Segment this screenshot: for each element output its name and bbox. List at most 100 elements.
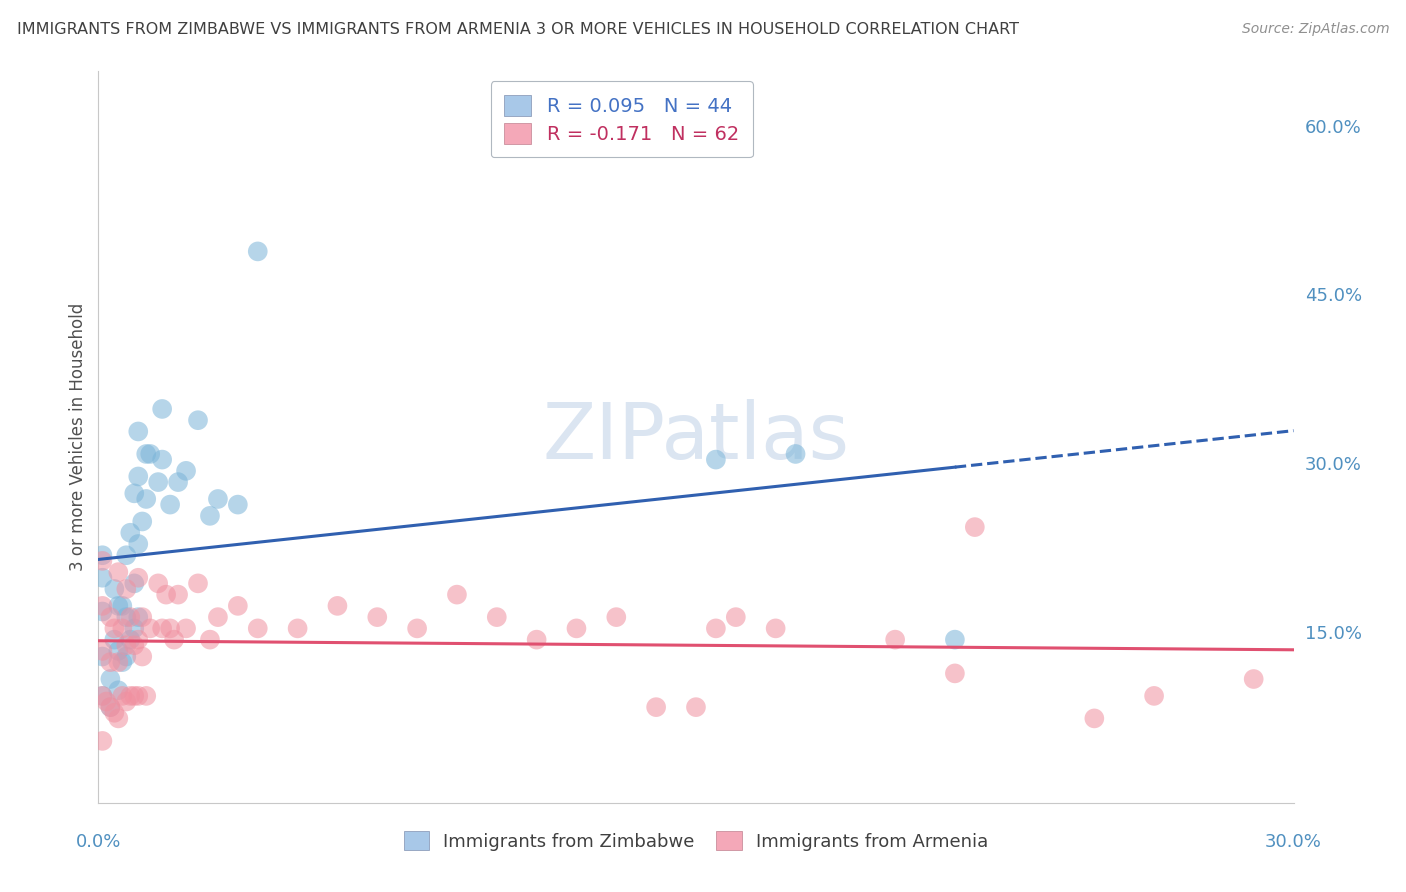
Point (107, 683, 129, 698)
Point (115, 582, 138, 596)
Point (685, 700, 707, 714)
Point (115, 649, 138, 664)
Point (127, 469, 149, 483)
Point (124, 576, 146, 591)
Point (226, 498, 249, 512)
Text: IMMIGRANTS FROM ZIMBABWE VS IMMIGRANTS FROM ARMENIA 3 OR MORE VEHICLES IN HOUSEH: IMMIGRANTS FROM ZIMBABWE VS IMMIGRANTS F… (17, 22, 1019, 37)
Point (91, 548, 114, 562)
Point (107, 644, 129, 658)
Point (148, 475, 170, 489)
Point (107, 711, 129, 725)
Point (148, 576, 170, 591)
Point (159, 498, 181, 512)
Text: 30.0%: 30.0% (1305, 456, 1361, 475)
Point (198, 632, 221, 647)
Point (91, 649, 114, 664)
Point (115, 548, 138, 562)
Point (366, 610, 388, 624)
Point (124, 689, 146, 703)
Point (127, 632, 149, 647)
Point (1143, 689, 1166, 703)
Point (103, 706, 125, 720)
Point (91, 599, 114, 613)
Text: 15.0%: 15.0% (1305, 625, 1361, 643)
Point (167, 588, 190, 602)
Text: ZIPatlas: ZIPatlas (543, 399, 849, 475)
Point (107, 565, 129, 579)
Point (120, 689, 142, 703)
Point (150, 401, 173, 416)
Point (115, 610, 138, 624)
Point (704, 452, 727, 467)
Point (91, 689, 114, 703)
Point (135, 447, 157, 461)
Point (124, 486, 146, 500)
Point (131, 610, 153, 624)
Point (98, 655, 122, 669)
Point (91, 605, 114, 619)
Point (785, 447, 807, 461)
Point (1243, 672, 1265, 686)
Point (226, 599, 249, 613)
Point (605, 610, 627, 624)
Point (111, 621, 134, 635)
Point (139, 447, 162, 461)
Point (98, 700, 122, 714)
Text: 0.0%: 0.0% (76, 833, 121, 851)
Point (287, 621, 309, 635)
Point (91, 734, 114, 748)
Point (127, 571, 149, 585)
Point (207, 491, 229, 506)
Point (131, 515, 153, 529)
Point (91, 554, 114, 568)
Point (98, 700, 122, 714)
Text: 30.0%: 30.0% (1265, 833, 1322, 851)
Point (98, 672, 122, 686)
Point (246, 244, 269, 259)
Point (704, 621, 727, 635)
Point (103, 621, 125, 635)
Point (963, 520, 986, 534)
Y-axis label: 3 or more Vehicles in Household: 3 or more Vehicles in Household (69, 303, 87, 571)
Point (884, 632, 907, 647)
Point (115, 638, 138, 652)
Point (167, 475, 190, 489)
Point (115, 694, 138, 708)
Point (124, 621, 146, 635)
Point (1083, 711, 1105, 725)
Point (91, 571, 114, 585)
Point (91, 644, 114, 658)
Point (107, 599, 129, 613)
Point (187, 576, 209, 591)
Point (246, 621, 269, 635)
Point (120, 632, 142, 647)
Point (485, 610, 508, 624)
Point (127, 689, 149, 703)
Point (406, 621, 429, 635)
Point (150, 452, 173, 467)
Point (645, 700, 668, 714)
Point (326, 599, 349, 613)
Text: 60.0%: 60.0% (1305, 119, 1361, 136)
Point (150, 621, 173, 635)
Text: Source: ZipAtlas.com: Source: ZipAtlas.com (1241, 22, 1389, 37)
Point (159, 621, 181, 635)
Point (98, 610, 122, 624)
Point (131, 649, 153, 664)
Point (103, 632, 125, 647)
Point (127, 610, 149, 624)
Point (111, 689, 134, 703)
Point (120, 525, 142, 540)
Point (446, 588, 468, 602)
Point (135, 689, 157, 703)
Point (565, 621, 588, 635)
Legend: Immigrants from Zimbabwe, Immigrants from Armenia: Immigrants from Zimbabwe, Immigrants fro… (395, 822, 997, 860)
Point (135, 491, 157, 506)
Point (103, 582, 125, 596)
Text: 45.0%: 45.0% (1305, 287, 1362, 305)
Point (765, 621, 787, 635)
Point (174, 621, 197, 635)
Point (174, 464, 197, 478)
Point (943, 632, 966, 647)
Point (91, 689, 114, 703)
